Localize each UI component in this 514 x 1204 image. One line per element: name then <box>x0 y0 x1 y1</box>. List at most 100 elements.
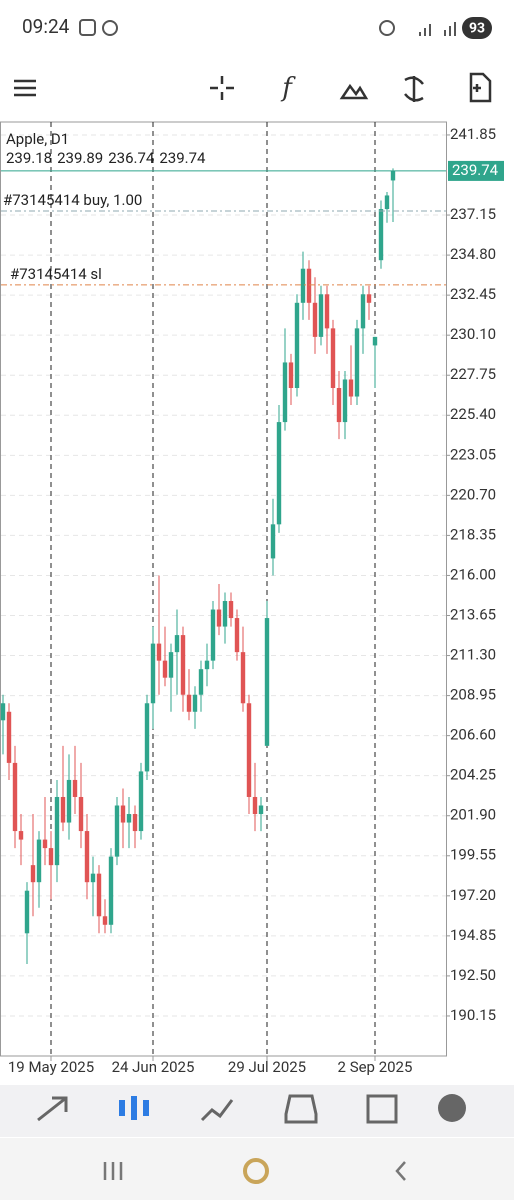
y-tick-label: 237.15 <box>450 205 496 223</box>
candle-body <box>198 669 204 695</box>
candle-body <box>342 379 348 423</box>
candle-body <box>204 660 210 670</box>
candle-body <box>300 268 306 303</box>
candle-body <box>366 294 372 303</box>
symbol-label: Apple, D1 <box>6 130 69 148</box>
candle-body <box>354 328 360 397</box>
candle-body <box>318 294 324 337</box>
candle-body <box>258 805 264 815</box>
candle-body <box>102 916 108 925</box>
x-tick-label: 24 Jun 2025 <box>112 1058 195 1076</box>
candle-body <box>390 170 396 181</box>
y-tick-label: 197.20 <box>450 886 496 904</box>
candle-body <box>360 294 366 329</box>
y-tick-label: 192.50 <box>450 966 496 984</box>
candle-body <box>336 388 342 423</box>
y-tick-label: 190.15 <box>450 1006 496 1024</box>
system-nav-buttons[interactable] <box>103 1158 406 1184</box>
candle-body <box>48 848 54 866</box>
ohlc-value: 239.18 <box>6 149 52 167</box>
candle-body <box>162 660 168 678</box>
candle-body <box>54 796 60 866</box>
quotes-tab[interactable] <box>37 1096 68 1122</box>
candle-body <box>84 831 90 883</box>
bottom-nav-icons[interactable] <box>37 1094 466 1124</box>
menu-button[interactable] <box>14 79 36 97</box>
candle-body <box>252 796 258 815</box>
recents-button[interactable] <box>103 1162 123 1180</box>
candle-body <box>186 694 192 712</box>
candle-body <box>264 618 270 746</box>
candle-body <box>144 703 150 772</box>
candle-body <box>294 302 300 389</box>
candle-body <box>78 796 84 832</box>
chart-tab[interactable] <box>119 1096 149 1120</box>
home-button[interactable] <box>243 1158 269 1184</box>
candle-body <box>378 209 384 261</box>
history-tab[interactable] <box>284 1094 318 1124</box>
y-tick-label: 201.90 <box>450 806 496 824</box>
candle-body <box>330 328 336 389</box>
candle-body <box>156 643 162 661</box>
y-tick-label: 223.05 <box>450 445 496 463</box>
y-tick-label: 241.85 <box>450 125 496 143</box>
status-icons <box>79 19 456 36</box>
candle-body <box>24 890 30 934</box>
y-tick-label: 225.40 <box>450 405 496 423</box>
ohlc-value: 239.89 <box>57 149 103 167</box>
y-tick-label: 213.65 <box>450 605 496 623</box>
candle-body <box>246 703 252 797</box>
battery-level: 93 <box>469 21 485 37</box>
chat-tab[interactable] <box>438 1094 466 1122</box>
candle-body <box>174 635 180 653</box>
candle-body <box>282 362 288 423</box>
candle-body <box>270 524 276 559</box>
crosshair-button[interactable] <box>210 76 234 100</box>
y-tick-label: 220.70 <box>450 485 496 503</box>
candle-body <box>348 379 354 397</box>
y-tick-label: 218.35 <box>450 525 496 543</box>
candle-body <box>180 635 186 695</box>
candle-body <box>384 195 390 210</box>
trade-button[interactable] <box>404 76 424 102</box>
candle-body <box>210 609 216 661</box>
candle-body <box>18 831 24 840</box>
candle-body <box>168 652 174 678</box>
toolbar[interactable] <box>14 72 492 103</box>
candle-body <box>372 336 378 346</box>
candle-body <box>288 362 294 389</box>
back-button[interactable] <box>395 1161 406 1181</box>
candle-body <box>114 805 120 857</box>
candle-body <box>36 839 42 883</box>
y-tick-label: 230.10 <box>450 325 496 343</box>
bottom-nav <box>0 1085 514 1137</box>
candle-body <box>90 873 96 883</box>
candle-body <box>60 796 66 823</box>
price-tag-label: 239.74 <box>452 161 499 179</box>
y-tick-label: 194.85 <box>450 926 496 944</box>
candle-body <box>126 814 132 823</box>
clock: 09:24 <box>22 15 70 38</box>
trade-tab[interactable] <box>200 1099 234 1122</box>
objects-button[interactable] <box>339 83 369 100</box>
y-tick-label: 206.60 <box>450 726 496 744</box>
candle-body <box>30 865 36 883</box>
new-order-button[interactable] <box>469 72 492 103</box>
x-tick-label: 29 Jul 2025 <box>228 1058 306 1076</box>
news-tab[interactable] <box>366 1094 398 1124</box>
ohlc-value: 239.74 <box>159 149 206 167</box>
candle-body <box>216 609 222 627</box>
plot-frame <box>0 121 447 1057</box>
candle-body <box>72 779 78 797</box>
candle-body <box>150 643 156 704</box>
candle-body <box>240 652 246 704</box>
candle-body <box>66 779 72 823</box>
y-tick-label: 211.30 <box>450 646 496 664</box>
order-label: #73145414 sl <box>10 265 102 283</box>
candle-body <box>222 601 228 627</box>
ohlc-value: 236.74 <box>108 149 155 167</box>
candle-body <box>12 762 18 832</box>
candle-body <box>312 302 318 337</box>
